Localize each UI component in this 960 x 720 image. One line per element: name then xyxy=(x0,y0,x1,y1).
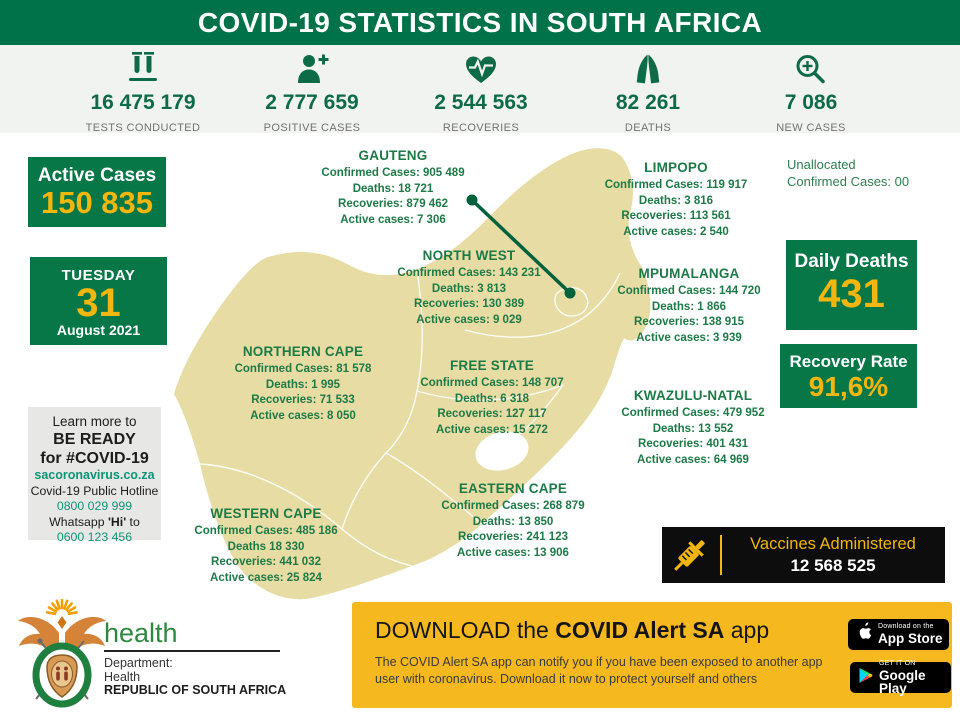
stat-label: NEW CASES xyxy=(776,122,846,134)
province-block-limpopo: LIMPOPO Confirmed Cases: 119 917 Deaths:… xyxy=(590,160,762,240)
bird-head xyxy=(57,616,67,629)
covid-alert-app-banner: DOWNLOAD the COVID Alert SA app The COVI… xyxy=(352,602,952,708)
vaccines-label: Vaccines Administered xyxy=(750,535,916,553)
vaccines-value: 12 568 525 xyxy=(790,556,876,575)
daily-deaths-box: Daily Deaths 431 xyxy=(786,240,917,330)
coat-of-arms xyxy=(12,598,112,717)
date-month-year: August 2021 xyxy=(56,322,141,338)
province-name: MPUMALANGA xyxy=(638,266,740,281)
province-name: GAUTENG xyxy=(358,148,428,163)
daily-deaths-label: Daily Deaths xyxy=(794,251,909,272)
learn-more-box: Learn more to BE READY for #COVID-19 sac… xyxy=(28,407,161,544)
hotline-number: 0800 029 999 xyxy=(56,499,133,513)
test-tubes-icon xyxy=(63,45,223,90)
daily-deaths-value: 431 xyxy=(818,272,885,316)
stat-positive: 2 777 659 POSITIVE CASES xyxy=(232,45,392,134)
province-name: KWAZULU-NATAL xyxy=(633,388,753,403)
app-store-badge[interactable]: Download on the App Store xyxy=(848,619,949,650)
province-block-free-state: FREE STATE Confirmed Cases: 148 707 Deat… xyxy=(406,358,578,438)
banner-heading: DOWNLOAD the COVID Alert SA app xyxy=(375,617,770,643)
brand-divider xyxy=(104,650,280,652)
summary-stats-bar: 16 475 179 TESTS CONDUCTED 2 777 659 POS… xyxy=(0,45,960,134)
person-plus-icon xyxy=(232,45,392,90)
stat-value: 2 544 563 xyxy=(434,91,528,114)
stat-tests: 16 475 179 TESTS CONDUCTED xyxy=(63,45,223,134)
stat-value: 2 777 659 xyxy=(265,91,359,114)
whatsapp-number: 0600 123 456 xyxy=(56,530,133,544)
stat-new-cases: 7 086 NEW CASES xyxy=(731,45,891,134)
health-brand: health xyxy=(104,618,178,648)
recovery-rate-value: 91,6% xyxy=(808,371,889,402)
date-weekday: TUESDAY xyxy=(61,267,136,284)
gauteng-connector-line xyxy=(466,194,576,299)
unallocated-cases: Unallocated Confirmed Cases: 00 xyxy=(787,157,910,189)
department-text: Department: Health REPUBLIC OF SOUTH AFR… xyxy=(104,656,287,697)
stat-deaths: 82 261 DEATHS xyxy=(568,45,728,134)
province-block-northern-cape: NORTHERN CAPE Confirmed Cases: 81 578 De… xyxy=(217,344,389,424)
header-bar: COVID-19 STATISTICS IN SOUTH AFRICA xyxy=(0,0,960,45)
recovery-rate-box: Recovery Rate 91,6% xyxy=(780,344,917,408)
sun-rays xyxy=(45,598,79,616)
stat-label: TESTS CONDUCTED xyxy=(85,122,201,134)
province-block-eastern-cape: EASTERN CAPE Confirmed Cases: 268 879 De… xyxy=(427,481,599,561)
active-cases-value: 150 835 xyxy=(40,185,154,220)
stat-value: 7 086 xyxy=(784,91,838,114)
whatsapp-line: Whatsapp 'Hi' to xyxy=(49,514,140,529)
province-block-north-west: NORTH WEST Confirmed Cases: 143 231 Deat… xyxy=(383,248,555,328)
vaccines-divider xyxy=(720,535,722,575)
active-cases-box: Active Cases 150 835 xyxy=(28,157,166,227)
page-title: COVID-19 STATISTICS IN SOUTH AFRICA xyxy=(197,7,763,38)
vaccines-box: Vaccines Administered 12 568 525 xyxy=(662,527,945,583)
heart-pulse-icon xyxy=(401,45,561,90)
province-name: WESTERN CAPE xyxy=(210,506,322,521)
google-play-badge[interactable]: GET IT ON Google Play xyxy=(850,660,951,695)
map-outline xyxy=(174,148,651,600)
province-name: FREE STATE xyxy=(449,358,534,373)
date-box: TUESDAY 31 August 2021 xyxy=(30,257,167,345)
magnifier-plus-icon xyxy=(731,45,891,90)
lesotho-cutout xyxy=(475,431,529,471)
syringe-icon xyxy=(668,533,712,582)
province-block-mpumalanga: MPUMALANGA Confirmed Cases: 144 720 Deat… xyxy=(603,266,775,346)
date-day: 31 xyxy=(76,281,121,325)
stat-label: RECOVERIES xyxy=(442,122,520,134)
left-wing xyxy=(18,617,59,651)
stat-label: POSITIVE CASES xyxy=(263,122,361,134)
right-wing xyxy=(65,617,106,651)
province-name: NORTHERN CAPE xyxy=(242,344,364,359)
play-icon xyxy=(858,667,873,689)
green-ring xyxy=(32,642,92,708)
shield-figures xyxy=(56,666,68,681)
south-africa-map xyxy=(165,145,665,605)
stat-recoveries: 2 544 563 RECOVERIES xyxy=(401,45,561,134)
active-cases-label: Active Cases xyxy=(37,165,157,186)
stat-value: 16 475 179 xyxy=(90,91,196,114)
province-name: LIMPOPO xyxy=(644,160,708,175)
banner-body: The COVID Alert SA app can notify you if… xyxy=(375,655,823,686)
website-link[interactable]: sacoronavirus.co.za xyxy=(34,468,155,482)
stat-label: DEATHS xyxy=(624,122,672,134)
stat-value: 82 261 xyxy=(615,91,681,114)
province-block-western-cape: WESTERN CAPE Confirmed Cases: 485 186 De… xyxy=(180,506,352,586)
province-block-gauteng: GAUTENG Confirmed Cases: 905 489 Deaths:… xyxy=(307,148,479,228)
praying-hands-icon xyxy=(568,45,728,90)
recovery-rate-label: Recovery Rate xyxy=(789,352,908,371)
province-name: EASTERN CAPE xyxy=(458,481,568,496)
province-block-kwazulu-natal: KWAZULU-NATAL Confirmed Cases: 479 952 D… xyxy=(607,388,779,468)
province-name: NORTH WEST xyxy=(422,248,516,263)
apple-icon xyxy=(856,622,872,647)
